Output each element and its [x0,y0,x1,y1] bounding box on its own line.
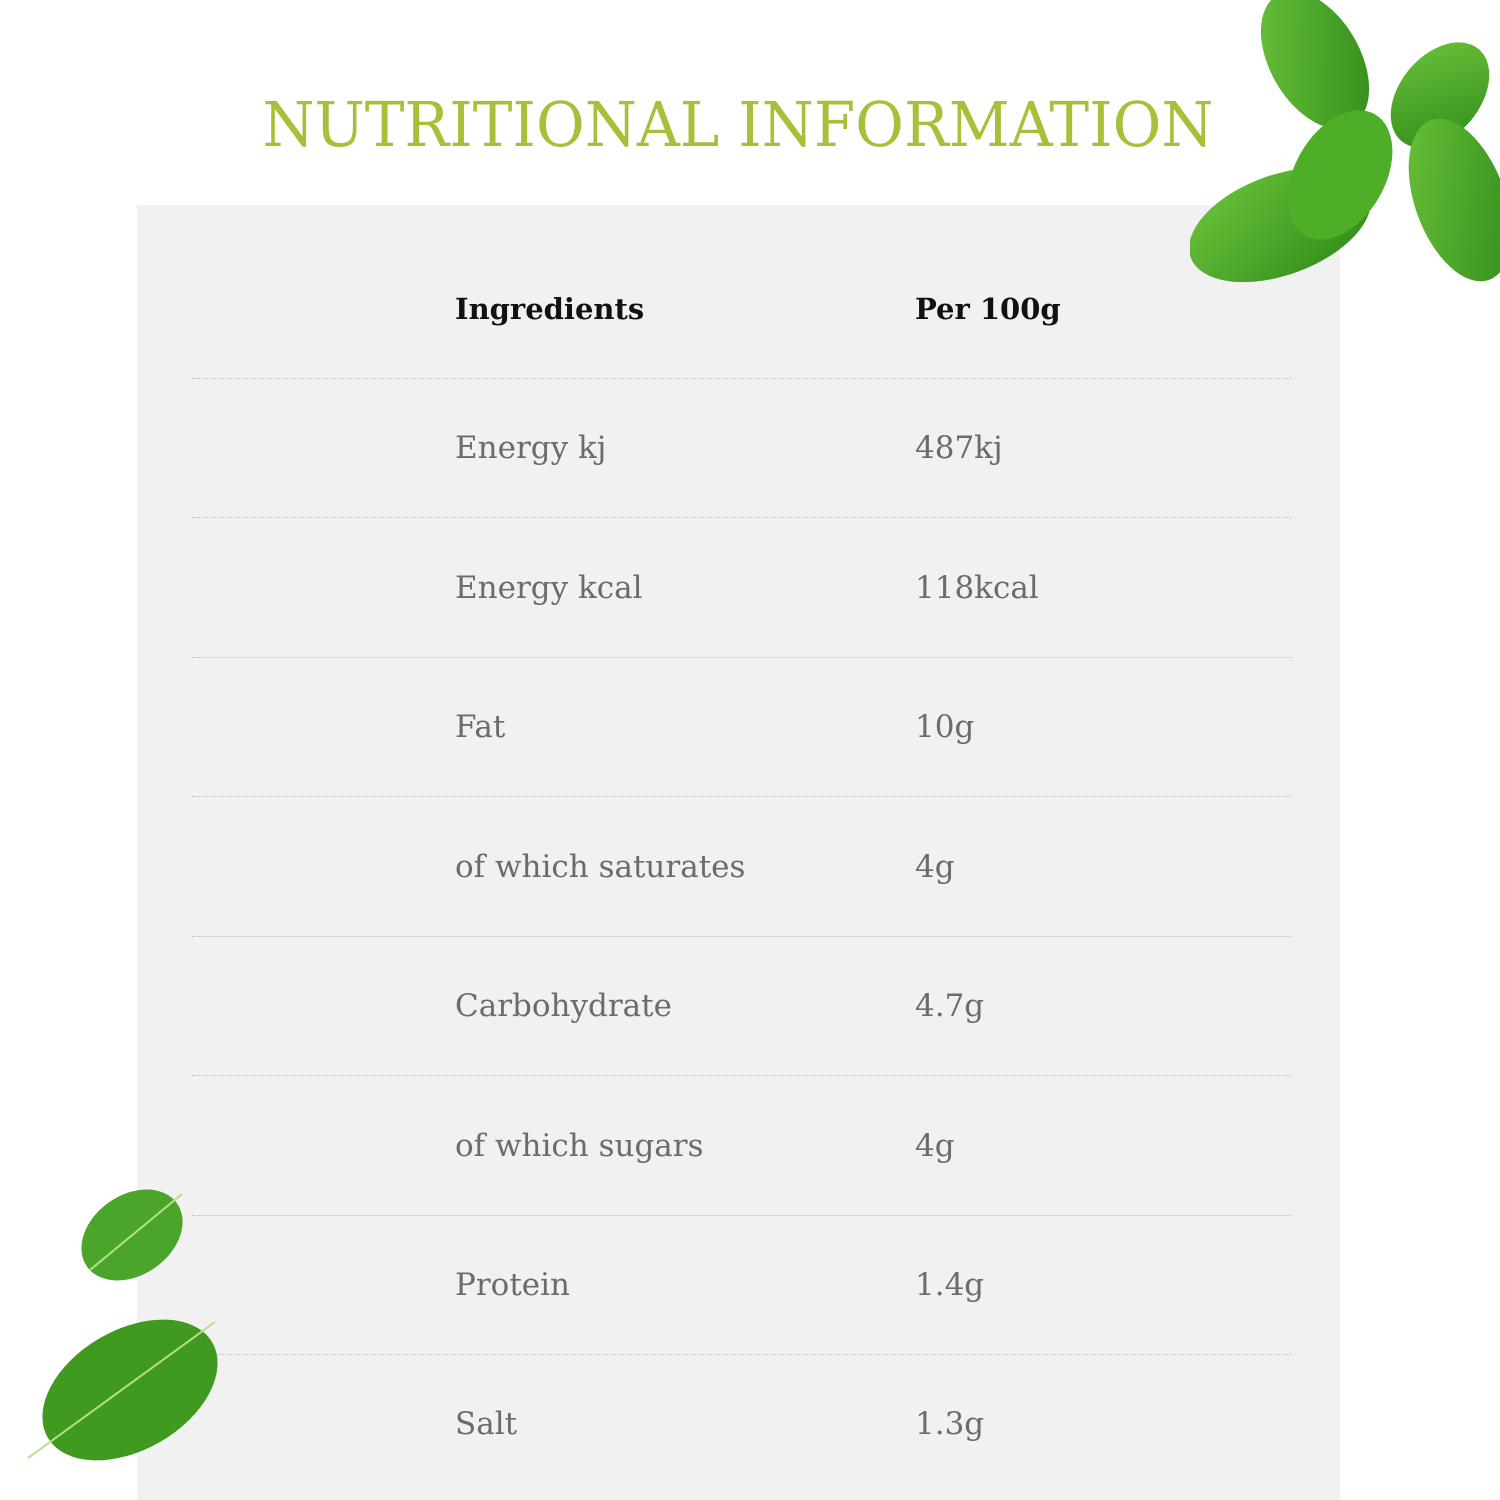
nutrient-value: 10g [915,708,975,745]
table-row: of which saturates 4g [192,797,1292,937]
table-row: Energy kcal 118kcal [192,518,1292,658]
nutrient-value: 1.4g [915,1266,985,1303]
table-row: of which sugars 4g [192,1076,1292,1216]
table-row: Fat 10g [192,657,1292,797]
nutrient-name: Salt [455,1405,518,1442]
nutrient-value: 4.7g [915,987,985,1024]
nutrient-name: Fat [455,708,506,745]
basil-leaves-top-right-icon [1190,0,1500,283]
header-ingredients: Ingredients [455,291,645,326]
header-per-100g: Per 100g [915,291,1061,326]
table-header: Ingredients Per 100g [192,239,1292,379]
nutrient-value: 4g [915,848,955,885]
basil-leaf-large-icon [27,1319,218,1461]
nutrient-name: of which saturates [455,848,746,885]
nutrient-value: 4g [915,1127,955,1164]
nutrient-value: 118kcal [915,569,1039,606]
nutrition-table: Ingredients Per 100g Energy kj 487kj Ener… [137,205,1340,1500]
nutrient-value: 487kj [915,429,1003,466]
basil-leaf-small-icon [81,1189,183,1281]
page-title: NUTRITIONAL INFORMATION [262,88,1214,161]
table-row: Carbohydrate 4.7g [192,936,1292,1076]
nutrient-name: Energy kj [455,429,607,466]
nutrient-name: of which sugars [455,1127,704,1164]
table-row: Salt 1.3g [192,1354,1292,1493]
nutrient-value: 1.3g [915,1405,985,1442]
nutrient-name: Protein [455,1266,571,1303]
nutrient-name: Energy kcal [455,569,643,606]
nutrient-name: Carbohydrate [455,987,672,1024]
table-row: Protein 1.4g [192,1215,1292,1355]
table-row: Energy kj 487kj [192,378,1292,518]
